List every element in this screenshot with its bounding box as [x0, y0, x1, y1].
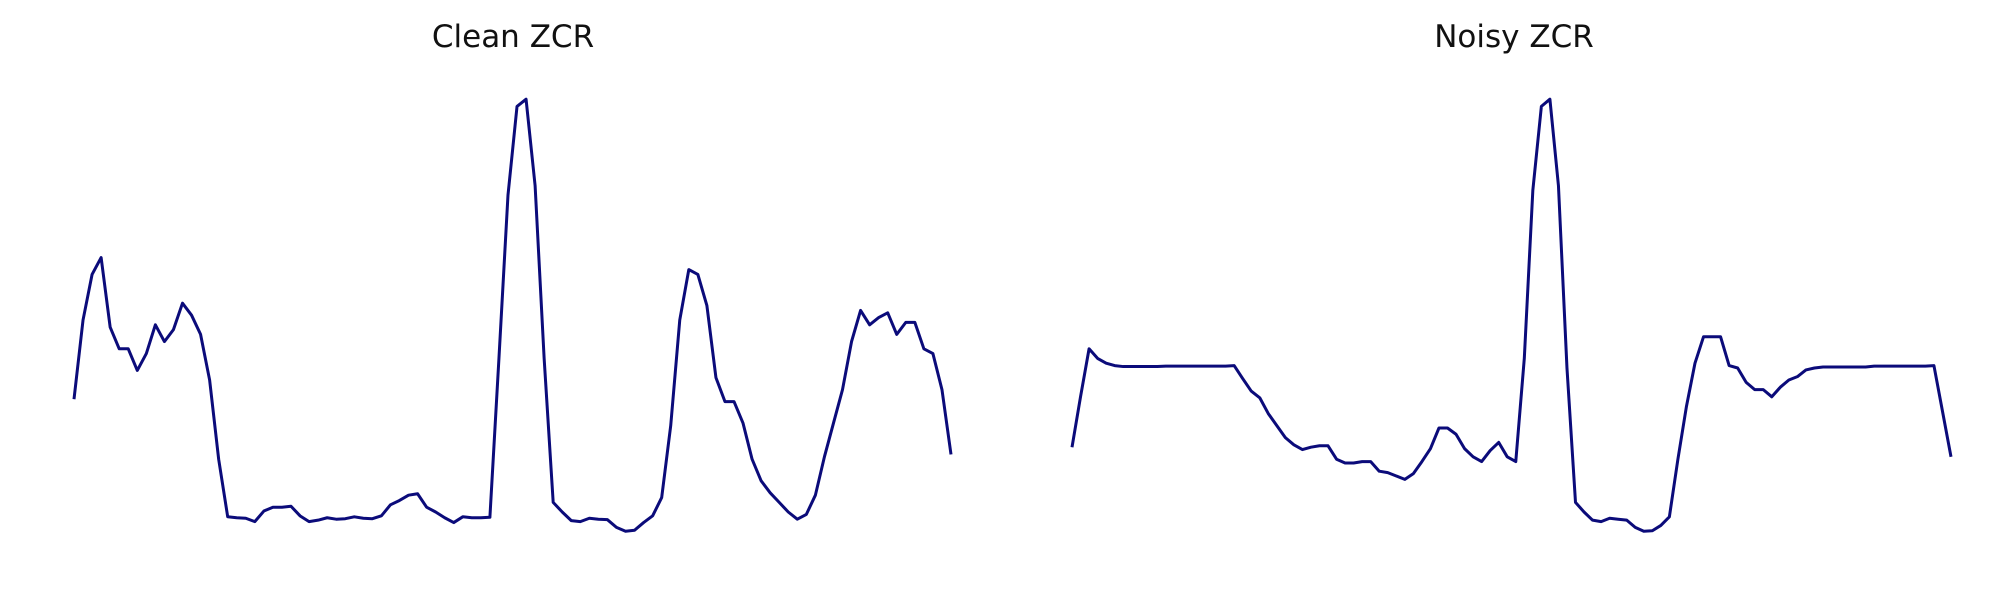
noisy-zcr-panel: Noisy ZCR — [1070, 19, 1953, 533]
clean-zcr-plot-area — [72, 97, 953, 533]
noisy-zcr-line — [1070, 97, 1953, 533]
noisy-zcr-plot-area — [1070, 97, 1953, 533]
clean-zcr-panel: Clean ZCR — [72, 19, 953, 533]
noisy-zcr-title: Noisy ZCR — [1434, 19, 1594, 55]
clean-zcr-title: Clean ZCR — [432, 19, 594, 55]
clean-zcr-line — [72, 97, 953, 533]
